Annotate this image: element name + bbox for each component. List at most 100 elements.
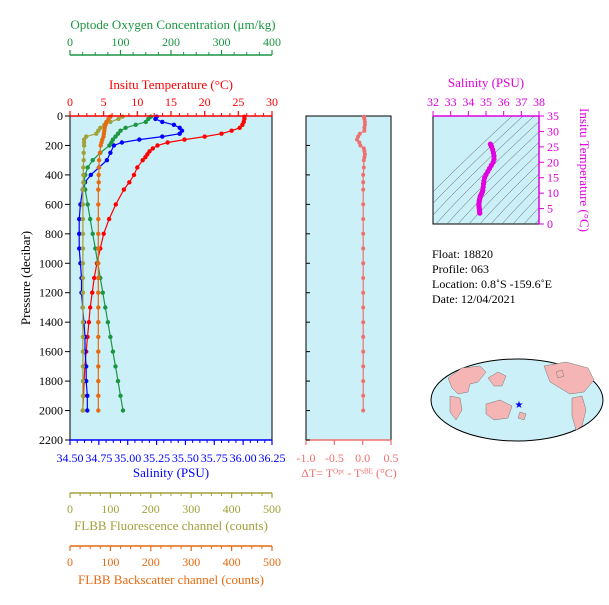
fluorescence-point <box>80 334 86 340</box>
oxygen-point <box>110 349 116 354</box>
t-s-temperature-tick-label: 5 <box>547 202 553 216</box>
main-plot-area <box>69 115 273 441</box>
oxygen-point <box>115 378 121 384</box>
pressure-tick-label: 200 <box>45 138 63 152</box>
backscatter-point <box>96 172 101 178</box>
backscatter-point <box>96 334 101 340</box>
salinity-tick-label: 35.50 <box>172 451 199 465</box>
pressure-tick-label: 2200 <box>39 433 63 447</box>
t-s-salinity-tick-label: 38 <box>533 95 545 109</box>
oxygen-point <box>105 320 111 325</box>
t-s-salinity-tick-label: 32 <box>427 95 439 109</box>
pressure-tick-label: 400 <box>45 168 63 182</box>
delta-t-tick-label: -1.0 <box>297 451 316 465</box>
land-mass <box>487 371 507 387</box>
density-contour <box>433 116 524 204</box>
pressure-tick-label: 1200 <box>39 286 63 300</box>
oxygen-tick-label: 300 <box>213 35 231 49</box>
backscatter-point <box>96 261 101 266</box>
oxygen-point <box>100 290 106 295</box>
salinity-point <box>104 158 110 163</box>
salinity-point <box>153 116 158 122</box>
salinity-axis-label: Salinity (PSU) <box>133 465 209 480</box>
fluorescence-point <box>80 408 86 413</box>
density-contour <box>512 195 539 224</box>
temperature-point <box>165 140 170 145</box>
temperature-point <box>237 125 242 130</box>
temperature-point <box>90 290 95 295</box>
fluorescence-point <box>80 275 86 281</box>
delta-t-point <box>362 119 367 124</box>
pressure-tick-label: 1800 <box>39 374 63 388</box>
delta-t-point <box>362 116 367 121</box>
salinity-tick-label: 36.25 <box>259 451 286 465</box>
oxygen-point <box>115 131 121 136</box>
temperature-point <box>155 143 160 148</box>
delta-t-point <box>361 408 366 413</box>
land-mass <box>517 411 527 421</box>
delta-t-point <box>361 379 366 384</box>
salinity-point <box>77 246 82 251</box>
delta-t-axis: -1.0 -0.5 0.0 0.5 <box>297 115 399 465</box>
temperature-point <box>92 275 97 281</box>
temperature-point <box>113 202 119 207</box>
backscatter-tick-label: 100 <box>101 555 119 569</box>
land-mass <box>449 395 463 421</box>
temperature-axis: 0 5 10 15 20 25 30 <box>67 95 278 117</box>
backscatter-point <box>96 187 101 192</box>
salinity-point <box>85 408 90 413</box>
backscatter-axis-label: FLBB Backscatter channel (counts) <box>78 572 264 587</box>
float-id: Float: 18820 <box>432 247 493 261</box>
temperature-point <box>101 231 106 236</box>
salinity-point <box>77 231 82 236</box>
pressure-tick-label: 600 <box>45 197 63 211</box>
density-contour <box>433 116 535 216</box>
fluorescence-point <box>80 364 86 369</box>
salinity-point <box>84 378 89 384</box>
temperature-point <box>229 128 234 133</box>
backscatter-point <box>96 246 101 251</box>
oxygen-tick-label: 0 <box>67 35 73 49</box>
density-contour <box>501 184 539 224</box>
salinity-point <box>171 122 177 128</box>
t-s-temperature-tick-label: 10 <box>547 186 559 200</box>
t-s-series <box>476 141 497 216</box>
t-s-salinity-tick-label: 34 <box>462 95 474 109</box>
delta-t-point <box>361 165 366 170</box>
delta-t-point <box>361 246 366 251</box>
oxygen-tick-label: 100 <box>112 35 130 49</box>
backscatter-point <box>96 408 101 413</box>
fluorescence-point <box>81 172 86 178</box>
fluorescence-point <box>80 261 86 266</box>
temperature-tick-label: 5 <box>101 95 107 109</box>
backscatter-point <box>96 158 102 163</box>
t-s-temperature-label: Insitu Temperature (°C) <box>577 108 592 232</box>
temperature-tick-label: 30 <box>266 95 278 109</box>
oxygen-point <box>118 128 123 133</box>
temperature-point <box>106 216 112 222</box>
temperature-point <box>86 320 92 325</box>
fluorescence-tick-label: 100 <box>101 502 119 516</box>
salinity-tick-label: 34.75 <box>85 451 112 465</box>
delta-t-point <box>358 143 363 148</box>
temperature-point <box>182 137 187 142</box>
oxygen-point <box>90 158 95 163</box>
temperature-point <box>219 131 224 136</box>
temperature-tick-label: 0 <box>67 95 73 109</box>
delta-t-point <box>361 180 366 185</box>
backscatter-point <box>96 320 101 325</box>
delta-t-series <box>355 114 367 413</box>
temperature-tick-label: 20 <box>199 95 211 109</box>
land-mass <box>555 369 565 379</box>
world-map: ★ <box>430 358 604 442</box>
delta-t-point <box>361 305 366 310</box>
delta-t-point <box>361 320 366 325</box>
fluorescence-point <box>80 202 86 207</box>
t-s-salinity-label: Salinity (PSU) <box>448 75 524 90</box>
fluorescence-point <box>80 231 86 236</box>
delta-t-plot-area <box>305 115 392 441</box>
delta-t-point <box>361 261 366 266</box>
t-s-temperature-tick-label: 0 <box>547 217 553 231</box>
salinity-point <box>84 364 89 369</box>
oxygen-axis-label: Optode Oxygen Concentration (μm/kg) <box>70 17 275 32</box>
